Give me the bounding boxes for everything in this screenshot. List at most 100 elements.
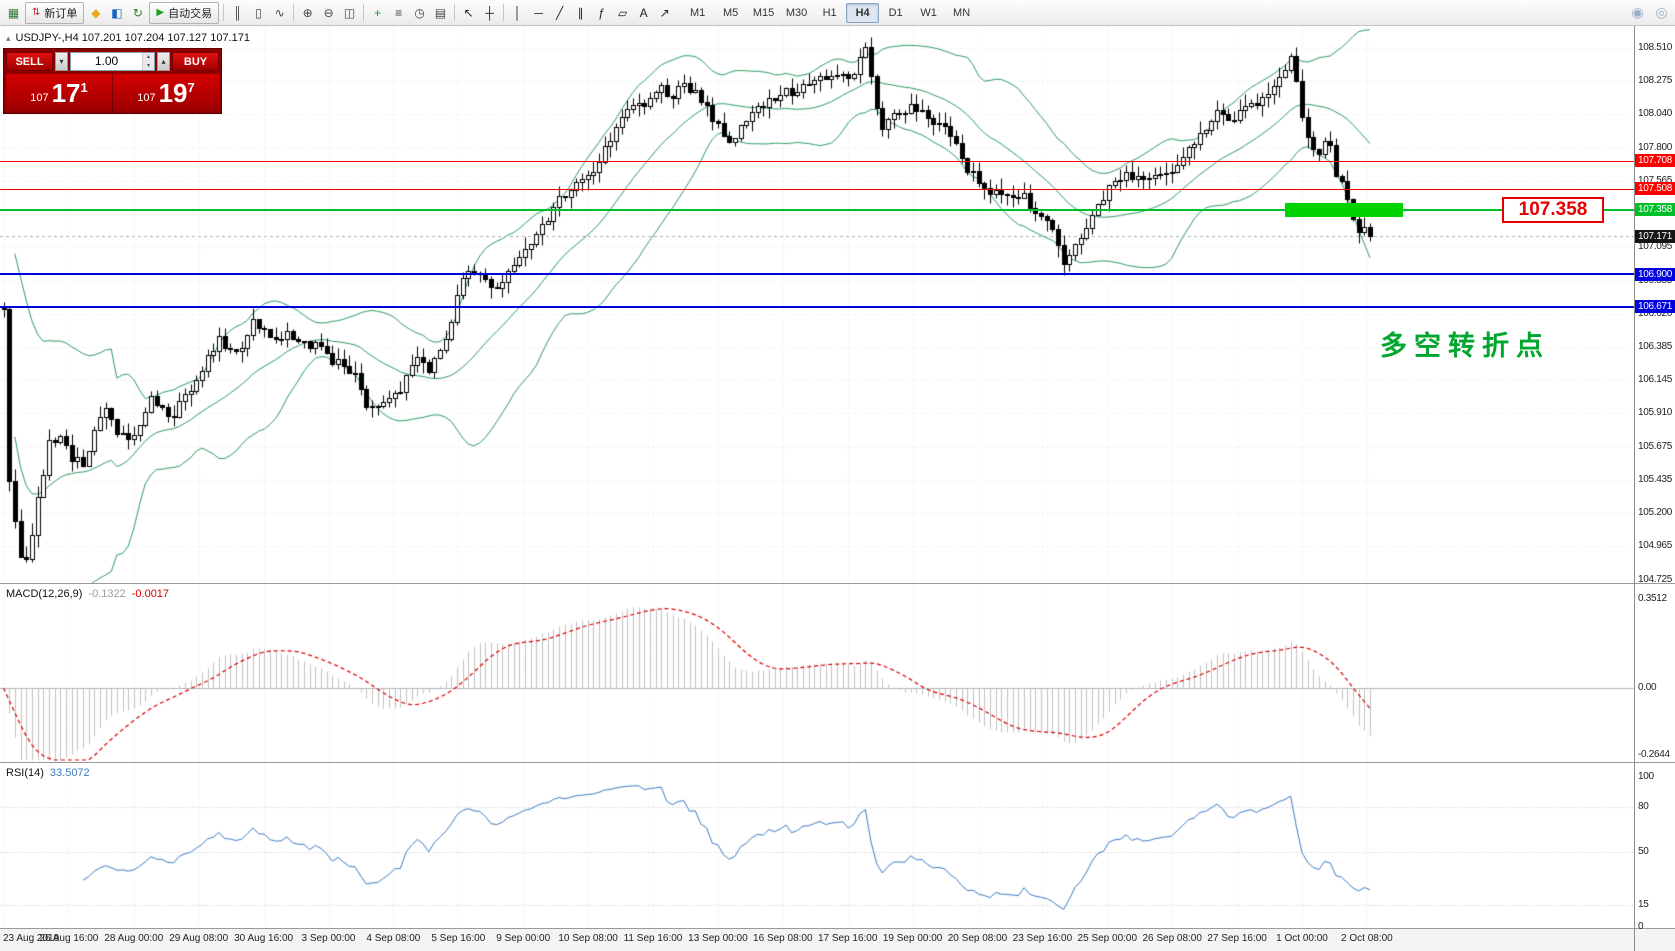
rsi-value: 33.5072: [49, 767, 90, 779]
macd-panel: MACD(12,26,9) -0.1322 -0.0017: [0, 583, 1675, 762]
one-click-collapse-icon[interactable]: ▴: [6, 32, 11, 43]
zoom-out-icon[interactable]: ⊖: [323, 5, 334, 20]
sell-options-dropdown-icon[interactable]: ▾: [55, 52, 68, 71]
time-label: 28 Aug 00:00: [104, 933, 164, 944]
search-icon[interactable]: ◎: [1655, 4, 1668, 20]
rsi-canvas[interactable]: [0, 763, 1634, 928]
sell-button[interactable]: SELL: [6, 52, 53, 71]
macd-main-value: -0.1322: [88, 588, 126, 600]
candlestick-chart-icon[interactable]: ▯: [255, 5, 262, 20]
timeframe-h4[interactable]: H4: [846, 2, 880, 23]
support-line-106900[interactable]: [0, 273, 1634, 275]
tile-windows-icon[interactable]: ◫: [343, 5, 356, 20]
timeframe-m30[interactable]: M30: [785, 6, 808, 19]
price-tag-106671: 106.671: [1635, 300, 1675, 313]
cursor-icon[interactable]: ↖: [463, 5, 474, 20]
macd-signal-value: -0.0017: [131, 588, 170, 600]
shapes-icon[interactable]: ▱: [617, 5, 628, 20]
timeframe-h1[interactable]: H1: [822, 6, 837, 19]
profiles-icon[interactable]: ◆: [91, 5, 101, 20]
line-chart-icon[interactable]: ∿: [274, 5, 285, 20]
pivot-line-107358[interactable]: [0, 209, 1634, 211]
trendline-icon[interactable]: ╱: [555, 5, 564, 20]
resistance-line-107508[interactable]: [0, 189, 1634, 190]
sell-price-point: 1: [80, 80, 88, 95]
time-label: 25 Sep 00:00: [1077, 933, 1138, 944]
time-label: 3 Sep 00:00: [301, 933, 356, 944]
bar-chart-icon[interactable]: ║: [233, 5, 242, 20]
price-callout[interactable]: 107.358: [1502, 197, 1604, 223]
buy-options-dropdown-icon[interactable]: ▴: [157, 52, 170, 71]
time-label: 1 Oct 00:00: [1276, 933, 1328, 944]
vertical-line-icon[interactable]: │: [513, 5, 522, 20]
indicators-icon[interactable]: +: [374, 5, 382, 20]
price-divider: [112, 74, 113, 111]
refresh-icon[interactable]: ↻: [132, 5, 143, 20]
market-watch-icon[interactable]: ◧: [111, 5, 123, 20]
chart-annotation-text[interactable]: 多空转折点: [1380, 331, 1550, 361]
timeframe-m5[interactable]: M5: [722, 6, 739, 19]
timeframe-d1[interactable]: D1: [888, 6, 903, 19]
objects-list-icon[interactable]: ≡: [395, 5, 403, 20]
time-label: 9 Sep 00:00: [496, 933, 551, 944]
sell-price-handle: 107: [30, 91, 49, 104]
timeframe-switcher: M1 M5 M15 M30 H1 H4 D1 W1 MN: [681, 2, 978, 23]
resistance-line-107708[interactable]: [0, 161, 1634, 162]
price-tick: 108.275: [1638, 75, 1673, 86]
chart-window-icon[interactable]: ▦: [7, 5, 20, 20]
price-axis[interactable]: 108.510 108.275 108.040 107.800 107.565 107.3…: [1634, 26, 1675, 951]
price-tick: 104.965: [1638, 540, 1673, 551]
period-clock-icon[interactable]: ◷: [414, 5, 425, 20]
help-icon[interactable]: ◉: [1631, 4, 1644, 20]
trade-panel-controls: SELL ▾ 1.00 ▴ ▾ ▴ BUY: [6, 51, 219, 72]
volume-up-icon[interactable]: ▴: [143, 53, 154, 62]
macd-canvas[interactable]: [0, 584, 1634, 762]
time-label: 30 Aug 16:00: [234, 933, 294, 944]
new-order-button[interactable]: ⇅ 新订单: [25, 1, 85, 24]
time-label: 5 Sep 16:00: [431, 933, 486, 944]
volume-input[interactable]: 1.00 ▴ ▾: [70, 52, 155, 71]
time-label: 27 Sep 16:00: [1207, 933, 1267, 944]
support-line-106671[interactable]: [0, 306, 1634, 308]
macd-name: MACD(12,26,9): [6, 588, 83, 600]
autotrade-button-label: 自动交易: [168, 7, 213, 20]
timeframe-m15[interactable]: M15: [752, 6, 775, 19]
current-price-tag: 107.171: [1635, 230, 1675, 243]
rsi-tick: 100: [1638, 771, 1654, 782]
price-chart-canvas[interactable]: [0, 26, 1634, 583]
timeframe-w1[interactable]: W1: [920, 6, 937, 19]
chart-overlays: 107.358 多空转折点: [0, 26, 1634, 583]
channel-icon[interactable]: ∥: [577, 5, 584, 20]
templates-icon[interactable]: ▤: [434, 5, 447, 20]
new-order-button-label: 新订单: [44, 7, 78, 20]
fibonacci-icon[interactable]: ƒ: [598, 5, 605, 20]
toolbar: ▦ ⇅ 新订单 ◆ ◧ ↻ ▶ 自动交易 ║ ▯ ∿ ⊕ ⊖ ◫ + ≡ ◷ ▤ ↖ ┼ │ ─ ╱ ∥ ƒ ▱ A ↗ M1 M5 M15…: [0, 0, 1675, 26]
buy-price-button[interactable]: 107 19 7: [113, 74, 219, 111]
price-tick: 105.910: [1638, 407, 1673, 418]
toolbar-right-group: ◉ ◎: [1627, 3, 1672, 23]
autotrade-button[interactable]: ▶ 自动交易: [149, 1, 220, 24]
text-icon[interactable]: A: [639, 5, 648, 20]
buy-price-handle: 107: [137, 91, 156, 104]
symbol-ohlc-line: ▴ USDJPY-,H4 107.201 107.204 107.127 107…: [6, 32, 250, 44]
sell-price-button[interactable]: 107 17 1: [6, 74, 112, 111]
macd-tick: 0.00: [1638, 682, 1657, 693]
rsi-panel: RSI(14) 33.5072: [0, 762, 1675, 928]
buy-button[interactable]: BUY: [172, 52, 219, 71]
crosshair-icon[interactable]: ┼: [485, 5, 494, 20]
price-tick: 106.145: [1638, 374, 1673, 385]
time-label: 23 Aug 2019: [3, 933, 60, 944]
time-label: 17 Sep 16:00: [817, 933, 878, 944]
pivot-zone-rectangle[interactable]: [1285, 203, 1403, 217]
timeframe-m1[interactable]: M1: [689, 6, 706, 19]
toolbar-separator: [503, 4, 505, 21]
zoom-in-icon[interactable]: ⊕: [302, 5, 313, 20]
sell-price-pips: 17: [51, 77, 81, 108]
horizontal-line-icon[interactable]: ─: [534, 5, 543, 20]
arrows-icon[interactable]: ↗: [659, 5, 670, 20]
time-axis[interactable]: 23 Aug 2019 26 Aug 16:00 28 Aug 00:00 29 Au…: [0, 928, 1675, 951]
timeframe-mn[interactable]: MN: [953, 6, 971, 19]
price-tag-107708: 107.708: [1635, 154, 1675, 167]
volume-down-icon[interactable]: ▾: [143, 61, 154, 70]
